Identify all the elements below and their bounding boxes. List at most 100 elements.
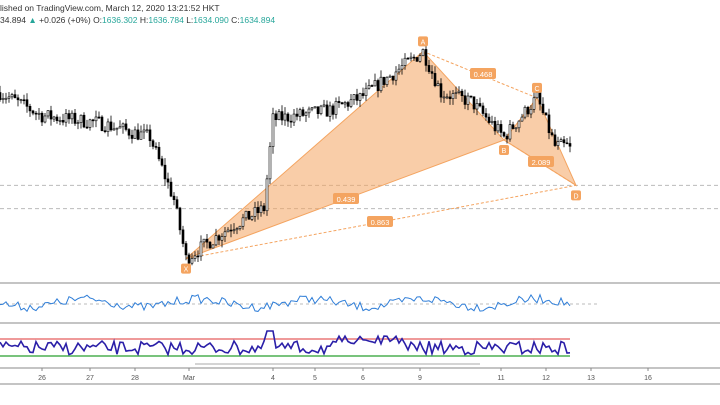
candle-body [406, 57, 410, 60]
candle-body [559, 139, 563, 142]
x-tick-label: 4 [271, 375, 275, 382]
candle-body [232, 229, 236, 232]
x-tick-label: 9 [418, 375, 422, 382]
low-label: L: [186, 15, 194, 25]
publish-info: lished on TradingView.com, March 12, 202… [0, 3, 220, 13]
candle-body [115, 127, 119, 130]
candle-body [157, 146, 161, 160]
candle-body [61, 120, 65, 123]
candle-body [58, 120, 62, 122]
candle-body [109, 121, 113, 131]
candle-body [85, 126, 89, 129]
candle-body [331, 105, 335, 115]
ratio-label-bg [528, 156, 554, 167]
candle-body [547, 114, 551, 134]
candle-body [307, 108, 311, 114]
candle-body [409, 56, 413, 59]
candle-body [13, 94, 17, 99]
candle-body [427, 65, 431, 72]
candle-body [403, 57, 407, 66]
candle-body [43, 115, 47, 123]
candle-body [544, 112, 548, 116]
low-value: 1634.090 [193, 15, 229, 25]
candle-body [235, 228, 239, 231]
pattern-point-D: D [573, 193, 578, 200]
candle-body [490, 120, 494, 123]
candle-body [529, 108, 533, 115]
candle-body [154, 146, 158, 148]
candle-body [124, 123, 128, 130]
candle-body [418, 55, 422, 62]
candle-body [97, 116, 101, 119]
ratio-label-bg [470, 68, 496, 79]
price-change: +0.026 (+0%) [39, 15, 91, 25]
candle-body [19, 99, 23, 102]
candle-body [466, 95, 470, 105]
candle-body [217, 235, 221, 241]
ratio-label-bg [333, 193, 359, 204]
x-tick-label: Mar [183, 375, 196, 382]
candle-body [82, 114, 86, 128]
open-value: 1636.302 [102, 15, 138, 25]
candle-body [193, 255, 197, 259]
chart-header: lished on TradingView.com, March 12, 202… [0, 2, 275, 26]
candle-body [379, 76, 383, 92]
x-tick-label: 11 [497, 375, 504, 382]
candle-body [229, 229, 233, 232]
candle-body [373, 80, 377, 87]
candle-body [445, 96, 449, 99]
candle-body [67, 113, 71, 120]
candle-body [394, 71, 398, 81]
candle-body [433, 73, 437, 87]
candle-body [172, 195, 176, 200]
candle-body [31, 110, 35, 114]
candle-body [250, 216, 254, 220]
candle-body [292, 113, 296, 123]
candle-body [91, 119, 95, 122]
candle-body [7, 96, 11, 99]
candle-body [205, 238, 209, 243]
candle-body [241, 217, 245, 227]
candle-body [361, 93, 365, 96]
candle-body [271, 113, 275, 147]
candle-body [397, 68, 401, 73]
candle-body [382, 76, 386, 85]
candle-body [196, 255, 200, 258]
candle-body [208, 241, 212, 249]
candle-body [325, 104, 329, 117]
candle-body [472, 96, 476, 110]
x-tick-label: 27 [86, 375, 94, 382]
candle-body [0, 92, 2, 100]
candle-body [100, 116, 104, 131]
candle-body [184, 243, 188, 256]
candle-body [550, 132, 554, 136]
candle-body [562, 139, 566, 144]
ohlc-readout: 34.894 ▲ +0.026 (+0%) O:1636.302 H:1636.… [0, 14, 275, 26]
candles [0, 43, 572, 268]
candle-body [448, 96, 452, 100]
candle-body [430, 71, 434, 74]
x-tick-label: 26 [38, 375, 46, 382]
candle-body [121, 123, 125, 128]
high-label: H: [139, 15, 149, 25]
candle-body [247, 210, 251, 220]
candle-body [511, 124, 515, 129]
candle-body [1, 97, 5, 100]
candle-body [568, 143, 572, 147]
ratio-label: 2.089 [532, 158, 551, 167]
candle-body [424, 49, 428, 66]
candle-body [487, 116, 491, 123]
candle-body [499, 124, 503, 133]
candle-body [181, 229, 185, 244]
pattern-point-A: A [421, 39, 426, 46]
candle-body [52, 116, 56, 120]
candle-body [94, 116, 98, 122]
x-tick-label: 28 [131, 375, 139, 382]
candle-body [367, 85, 371, 89]
candle-body [502, 132, 506, 137]
candle-body [523, 106, 527, 118]
candle-body [169, 181, 173, 197]
candle-body [484, 113, 488, 118]
candle-body [319, 105, 323, 115]
